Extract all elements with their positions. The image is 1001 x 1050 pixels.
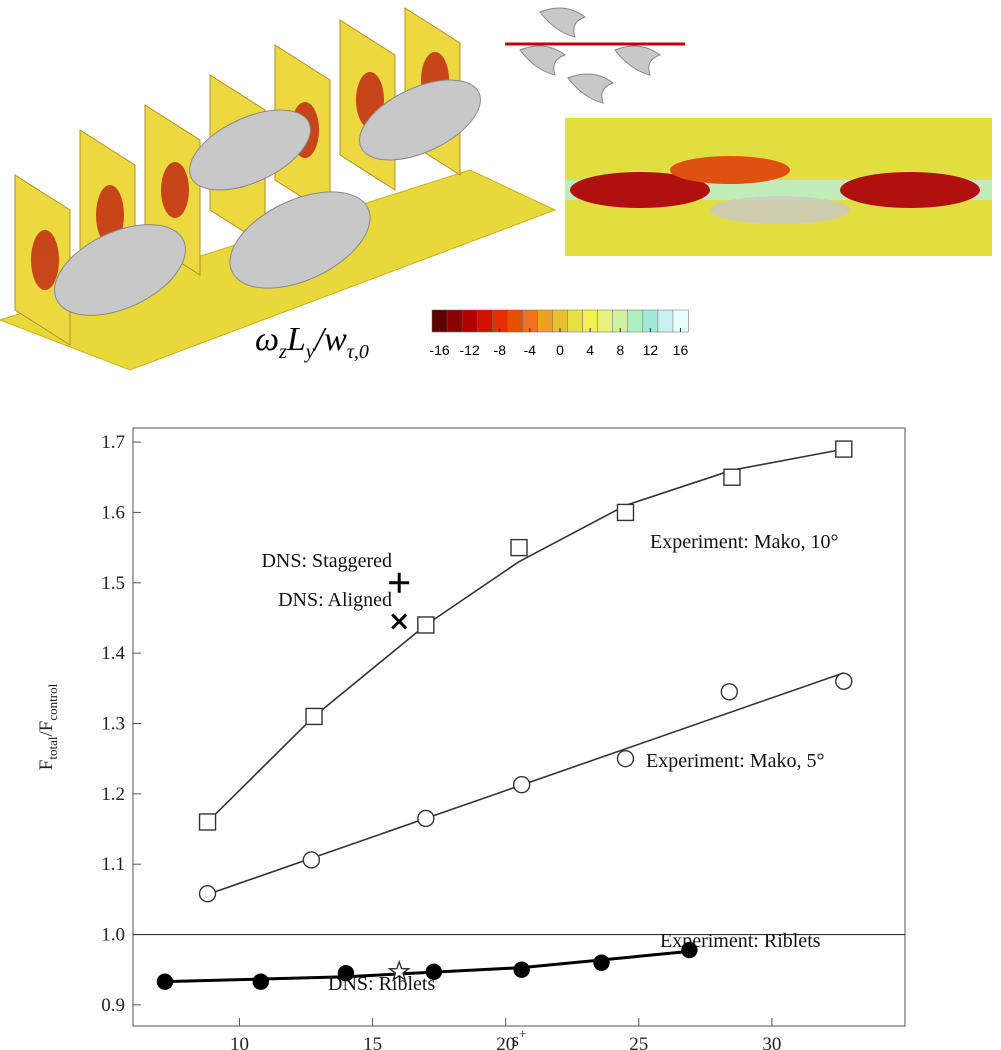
colorbar-tick-label: -12 bbox=[460, 342, 480, 358]
color-band bbox=[476, 309, 493, 333]
circle-marker bbox=[616, 749, 635, 768]
annotation: Experiment: Mako, 10° bbox=[650, 531, 839, 553]
circle-marker bbox=[512, 775, 531, 794]
inset-contour bbox=[565, 118, 992, 256]
y-label-base: F bbox=[36, 760, 57, 771]
annotation: Experiment: Riblets bbox=[660, 930, 821, 952]
colorbar-tick-label: 12 bbox=[643, 342, 659, 358]
colorbar-tick-label: -16 bbox=[429, 342, 449, 358]
y-tick-label: 1.0 bbox=[101, 925, 125, 946]
filled-marker bbox=[425, 963, 443, 981]
filled-marker bbox=[252, 973, 269, 990]
schematic bbox=[505, 7, 685, 104]
square-marker bbox=[835, 440, 853, 458]
y-tick-label: 0.9 bbox=[101, 995, 125, 1016]
square-marker bbox=[510, 538, 528, 557]
y-tick-label: 1.6 bbox=[101, 502, 125, 523]
colorbar-tick-label: 0 bbox=[556, 342, 564, 358]
y-tick-label: 1.5 bbox=[101, 573, 125, 594]
x-marker bbox=[391, 613, 408, 630]
label-base: ω bbox=[255, 321, 279, 358]
y-tick-label: 1.7 bbox=[101, 432, 125, 453]
square-marker bbox=[198, 813, 217, 831]
label-sub: z bbox=[278, 341, 287, 363]
render-3d bbox=[0, 7, 557, 371]
x-tick-label: 10 bbox=[230, 1034, 249, 1050]
circle-marker bbox=[198, 885, 217, 903]
plot-frame bbox=[132, 427, 906, 1027]
y-axis-label: Ftotal/Fcontrol bbox=[36, 683, 60, 770]
x-label-sup: + bbox=[519, 1026, 526, 1041]
x-label-base: s bbox=[512, 1030, 519, 1050]
y-label-base: /F bbox=[36, 721, 57, 737]
star-marker bbox=[387, 959, 411, 982]
color-band bbox=[507, 309, 524, 333]
annotation: Experiment: Mako, 5° bbox=[646, 750, 825, 772]
colorbar: -16 -12 -8 -4 0 4 8 12 16 ωzLy/wτ,0 bbox=[255, 309, 689, 363]
circle-marker bbox=[720, 683, 739, 701]
y-tick-label: 1.4 bbox=[101, 643, 125, 664]
colorbar-tick-label: 16 bbox=[673, 342, 689, 358]
x-axis-label: s+ bbox=[512, 1026, 527, 1050]
colorbar-tick-label: 8 bbox=[616, 342, 624, 358]
annotation: DNS: Riblets bbox=[328, 973, 435, 995]
square-marker bbox=[616, 503, 635, 522]
color-band bbox=[446, 309, 463, 333]
annotation: DNS: Staggered bbox=[261, 550, 392, 572]
x-tick-label: 25 bbox=[629, 1034, 648, 1050]
circle-marker bbox=[417, 809, 435, 828]
color-band bbox=[597, 309, 614, 333]
y-tick-label: 1.1 bbox=[101, 854, 125, 875]
square-marker bbox=[305, 707, 323, 726]
label-sub: y bbox=[304, 341, 315, 363]
colorbar-tick-label: -8 bbox=[494, 342, 507, 358]
colorbar-tick-label: -4 bbox=[524, 342, 537, 358]
y-tick-label: 1.3 bbox=[101, 713, 125, 734]
circle-marker bbox=[302, 851, 321, 869]
circle-marker bbox=[835, 672, 853, 690]
x-tick-label: 30 bbox=[762, 1034, 781, 1050]
label-base: /w bbox=[313, 321, 347, 358]
label-base: L bbox=[286, 321, 306, 358]
y-tick-label: 1.2 bbox=[101, 784, 125, 805]
square-marker bbox=[723, 468, 741, 486]
plus-marker bbox=[389, 572, 410, 593]
label-sub: τ,0 bbox=[347, 341, 369, 363]
annotation: DNS: Aligned bbox=[278, 589, 392, 611]
color-band bbox=[537, 309, 554, 333]
filled-marker bbox=[681, 941, 698, 959]
filled-marker bbox=[156, 973, 174, 990]
colorbar-label: ωzLy/wτ,0 bbox=[255, 321, 369, 363]
filled-marker bbox=[593, 954, 610, 971]
x-tick-label: 15 bbox=[363, 1034, 382, 1050]
color-band bbox=[657, 309, 674, 333]
square-marker bbox=[417, 616, 435, 634]
x-tick-label: 20 bbox=[496, 1034, 515, 1050]
filled-marker bbox=[513, 961, 530, 978]
color-band bbox=[567, 309, 584, 333]
y-label-sub: total bbox=[45, 736, 60, 759]
colorbar-tick-label: 4 bbox=[586, 342, 594, 358]
plot: 10 15 20 25 30 0.9 1.0 1.1 1.2 1.3 1.4 1.5 1.6 1.7 s+ F… bbox=[36, 427, 906, 1050]
color-band bbox=[627, 309, 644, 333]
y-label-sub: control bbox=[45, 683, 60, 720]
filled-marker bbox=[337, 965, 355, 982]
